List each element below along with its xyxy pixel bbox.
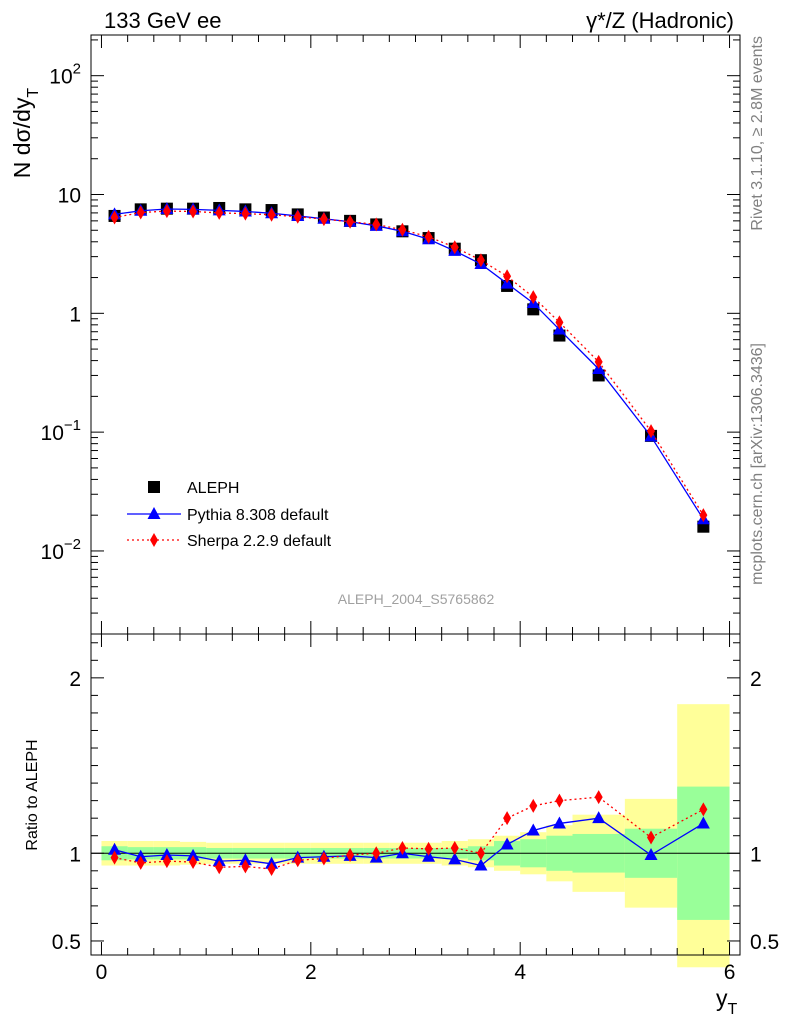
process-label: γ*/Z (Hadronic) bbox=[586, 8, 734, 33]
pythia-ratio-point bbox=[186, 848, 200, 861]
sherpa-point bbox=[110, 210, 119, 225]
sherpa-ratio-point bbox=[647, 830, 656, 845]
sherpa-ratio-point bbox=[699, 802, 708, 817]
pythia-ratio-point bbox=[160, 848, 174, 861]
x-tick-label: 6 bbox=[724, 961, 736, 984]
sherpa-point bbox=[372, 217, 381, 232]
y-axis-label: N dσ/dyT bbox=[9, 88, 42, 179]
sherpa-ratio-point bbox=[594, 790, 603, 805]
pythia-ratio-point bbox=[552, 816, 566, 829]
pythia-ratio-point bbox=[696, 816, 710, 829]
ratio-y-tick-label-left: 0.5 bbox=[52, 931, 81, 954]
ratio-y-tick-label-right: 1 bbox=[750, 843, 762, 866]
sherpa-point bbox=[189, 204, 198, 219]
ratio-y-axis-label: Ratio to ALEPH bbox=[24, 739, 41, 850]
sherpa-point bbox=[346, 214, 355, 229]
pythia-ratio-point bbox=[644, 848, 658, 861]
sherpa-point bbox=[267, 207, 276, 222]
sherpa-ratio-point bbox=[319, 851, 328, 866]
sherpa-ratio-point bbox=[346, 848, 355, 863]
sherpa-ratio-point bbox=[267, 862, 276, 877]
sherpa-point bbox=[136, 205, 145, 220]
sherpa-point bbox=[424, 229, 433, 244]
ratio-y-tick-label-left: 2 bbox=[69, 668, 81, 691]
x-axis-label: yT bbox=[716, 985, 738, 1018]
sherpa-point bbox=[503, 269, 512, 284]
legend-marker-data bbox=[148, 481, 160, 493]
sherpa-ratio-point bbox=[136, 855, 145, 870]
ratio-panel: 0.5 0.5 1 1 2 2 0 2 4 6yT Ratio to ALEPH bbox=[24, 633, 779, 1018]
mcplots-label: mcplots.cern.ch [arXiv:1306.3436] bbox=[749, 343, 766, 585]
x-tick-label: 0 bbox=[96, 961, 108, 984]
sherpa-ratio-point bbox=[529, 798, 538, 813]
sherpa-point bbox=[699, 508, 708, 523]
pythia-ratio-point bbox=[212, 854, 226, 867]
sherpa-point bbox=[319, 212, 328, 227]
sherpa-point bbox=[293, 209, 302, 224]
sherpa-ratio-point bbox=[293, 853, 302, 868]
sherpa-line bbox=[114, 210, 704, 516]
sherpa-ratio-point bbox=[162, 854, 171, 869]
pythia-ratio-point bbox=[500, 837, 514, 850]
x-tick-label: 2 bbox=[305, 961, 317, 984]
sherpa-point bbox=[555, 315, 564, 330]
y-tick-label: 1 bbox=[69, 303, 81, 326]
sherpa-point bbox=[162, 204, 171, 219]
pythia-ratio-point bbox=[592, 811, 606, 824]
sherpa-ratio-point bbox=[189, 855, 198, 870]
sherpa-point bbox=[241, 206, 250, 221]
ratio-y-tick-label-right: 2 bbox=[750, 668, 762, 691]
sherpa-ratio-point bbox=[555, 793, 564, 808]
sherpa-ratio-point bbox=[503, 811, 512, 826]
pythia-ratio-point bbox=[238, 853, 252, 866]
pythia-ratio-point bbox=[108, 842, 122, 855]
y-tick-label: 102 bbox=[49, 61, 81, 89]
y-tick-label: 10−2 bbox=[41, 536, 81, 564]
sherpa-point bbox=[450, 240, 459, 255]
ratio-y-tick-label-left: 1 bbox=[69, 843, 81, 866]
sherpa-ratio-point bbox=[398, 841, 407, 855]
legend-label-sherpa: Sherpa 2.2.9 default bbox=[187, 533, 332, 550]
pythia-ratio-point bbox=[448, 852, 462, 865]
pythia-line bbox=[114, 208, 704, 520]
analysis-id-label: ALEPH_2004_S5765862 bbox=[338, 591, 495, 607]
y-tick-label: 10 bbox=[58, 185, 81, 208]
sherpa-ratio-point bbox=[110, 850, 119, 865]
pythia-ratio-point bbox=[134, 849, 148, 862]
sherpa-point bbox=[647, 424, 656, 439]
rivet-label: Rivet 3.1.10, ≥ 2.8M events bbox=[749, 36, 766, 231]
sherpa-ratio-point bbox=[450, 841, 459, 855]
sherpa-ratio-point bbox=[215, 860, 224, 875]
legend-label-pythia: Pythia 8.308 default bbox=[187, 507, 329, 524]
sherpa-point bbox=[529, 290, 538, 305]
pythia-ratio-point bbox=[474, 858, 488, 871]
legend-marker-sherpa bbox=[150, 533, 158, 547]
ratio-y-tick-label-right: 0.5 bbox=[750, 931, 779, 954]
sherpa-point bbox=[476, 253, 485, 268]
legend-marker-pythia bbox=[147, 507, 161, 519]
sherpa-point bbox=[215, 205, 224, 220]
legend-label-data: ALEPH bbox=[187, 480, 239, 497]
pythia-ratio-point bbox=[526, 823, 540, 836]
sherpa-ratio-point bbox=[241, 859, 250, 874]
sherpa-ratio-line bbox=[114, 796, 704, 870]
x-tick-label: 4 bbox=[514, 961, 526, 984]
sherpa-point bbox=[594, 354, 603, 369]
sherpa-point bbox=[398, 222, 407, 237]
y-tick-label: 10−1 bbox=[41, 417, 81, 445]
sherpa-ratio-point bbox=[424, 841, 433, 856]
energy-label: 133 GeV ee bbox=[104, 8, 221, 33]
sherpa-ratio-point bbox=[372, 846, 381, 861]
sherpa-ratio-point bbox=[476, 846, 485, 861]
